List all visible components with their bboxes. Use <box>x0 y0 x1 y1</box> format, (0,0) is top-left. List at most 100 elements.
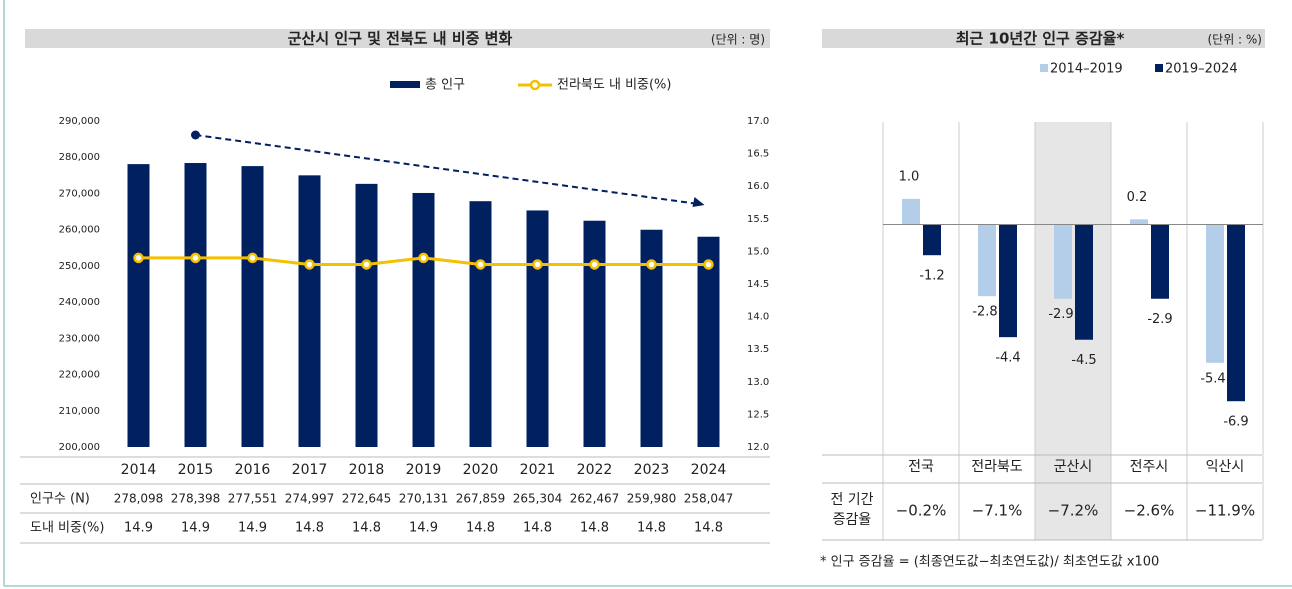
row-label: 인구수 (N) <box>30 492 90 507</box>
data-label: -2.8 <box>972 305 997 320</box>
table-cell: 14.8 <box>295 521 324 536</box>
bar <box>355 183 378 448</box>
bar <box>999 224 1017 338</box>
table-cell: 265,304 <box>513 492 563 506</box>
bar <box>923 224 941 256</box>
y2-tick-label: 12.0 <box>747 442 769 453</box>
y2-tick-label: 16.5 <box>747 149 769 160</box>
table-cell: 267,859 <box>456 492 506 506</box>
bar <box>298 175 321 448</box>
data-label: -4.5 <box>1071 353 1096 368</box>
y-tick-label: 280,000 <box>59 152 100 163</box>
y2-tick-label: 13.5 <box>747 344 769 355</box>
y2-tick-label: 15.0 <box>747 246 769 257</box>
line-marker <box>361 259 372 270</box>
data-label: -2.9 <box>1147 312 1172 327</box>
bar <box>469 201 492 447</box>
table-cell: 274,997 <box>285 492 335 506</box>
legend-label: 2014–2019 <box>1050 62 1123 77</box>
table-cell: 278,098 <box>114 492 164 506</box>
y2-tick-label: 12.5 <box>747 409 769 420</box>
line-marker <box>133 252 144 264</box>
table-cell: 14.9 <box>238 521 267 536</box>
line-marker <box>589 259 600 270</box>
chart-title: 최근 10년간 인구 증감율* <box>956 30 1125 48</box>
bar <box>1151 224 1169 299</box>
x-tick-label: 2018 <box>349 462 385 478</box>
y-tick-label: 210,000 <box>59 406 100 417</box>
x-tick-label: 2022 <box>577 462 613 478</box>
table-cell: 14.8 <box>694 521 723 536</box>
title-bar <box>25 29 770 48</box>
row-label: 전 기간 <box>830 492 873 508</box>
table-cell: 277,551 <box>228 492 278 506</box>
y-tick-label: 200,000 <box>59 442 100 453</box>
trend-arrow <box>195 134 699 205</box>
table-cell: 14.8 <box>580 521 609 536</box>
x-tick-label: 군산시 <box>1054 459 1093 475</box>
table-cell: 14.8 <box>352 521 381 536</box>
data-label: 0.2 <box>1127 190 1148 205</box>
bar <box>1227 224 1245 402</box>
legend-swatch <box>390 81 420 88</box>
table-cell: 14.8 <box>523 521 552 536</box>
x-tick-label: 2019 <box>406 462 442 478</box>
x-tick-label: 2020 <box>463 462 499 478</box>
y-tick-label: 270,000 <box>59 188 100 199</box>
y2-tick-label: 13.0 <box>747 377 769 388</box>
bar <box>127 164 150 447</box>
table-cell: −7.1% <box>972 502 1023 520</box>
legend-label: 전라북도 내 비중(%) <box>557 78 671 93</box>
table-cell: 259,980 <box>627 492 677 506</box>
line-marker <box>646 259 657 270</box>
y2-tick-label: 14.5 <box>747 279 769 290</box>
table-cell: 14.8 <box>637 521 666 536</box>
data-label: -2.9 <box>1048 307 1073 322</box>
table-cell: 258,047 <box>684 492 734 506</box>
line-marker <box>190 252 201 264</box>
row-label: 도내 비중(%) <box>30 521 104 536</box>
table-cell: 270,131 <box>399 492 449 506</box>
bar <box>978 224 996 297</box>
bar <box>241 166 264 447</box>
x-tick-label: 전주시 <box>1130 459 1169 475</box>
line-marker <box>418 252 429 264</box>
bar <box>640 229 663 447</box>
trend-head <box>692 197 705 207</box>
y2-tick-label: 14.0 <box>747 312 769 323</box>
legend-label: 2019–2024 <box>1165 62 1238 77</box>
x-tick-label: 2017 <box>292 462 328 478</box>
data-label: -6.9 <box>1223 415 1248 430</box>
bar <box>1054 224 1072 299</box>
x-tick-label: 익산시 <box>1206 459 1245 475</box>
table-cell: −7.2% <box>1048 502 1099 520</box>
bar <box>526 210 549 447</box>
data-label: -5.4 <box>1200 371 1225 386</box>
legend-swatch <box>529 79 541 91</box>
y2-tick-label: 17.0 <box>747 116 769 127</box>
x-tick-label: 2024 <box>691 462 727 478</box>
row-label: 증감율 <box>833 512 872 528</box>
title-bar <box>822 29 1265 48</box>
bar <box>412 192 435 447</box>
x-tick-label: 2014 <box>121 462 157 478</box>
data-label: -1.2 <box>919 269 944 284</box>
y2-tick-label: 15.5 <box>747 214 769 225</box>
y-tick-label: 230,000 <box>59 333 100 344</box>
bar <box>1075 224 1093 340</box>
legend-swatch <box>1040 64 1048 72</box>
bar <box>1130 219 1148 225</box>
highlight <box>1035 122 1111 540</box>
trend-start <box>191 130 200 140</box>
line-marker <box>703 259 714 270</box>
table-cell: 278,398 <box>171 492 221 506</box>
table-cell: 14.9 <box>124 521 153 536</box>
y2-tick-label: 16.0 <box>747 181 769 192</box>
line-marker <box>475 259 486 270</box>
line-marker <box>532 259 543 270</box>
x-tick-label: 전국 <box>908 459 934 475</box>
legend-swatch <box>1155 64 1163 72</box>
footnote: * 인구 증감율 = (최종연도값−최초연도값)/ 최초연도값 x100 <box>820 555 1159 570</box>
x-tick-label: 전라북도 <box>971 459 1023 475</box>
